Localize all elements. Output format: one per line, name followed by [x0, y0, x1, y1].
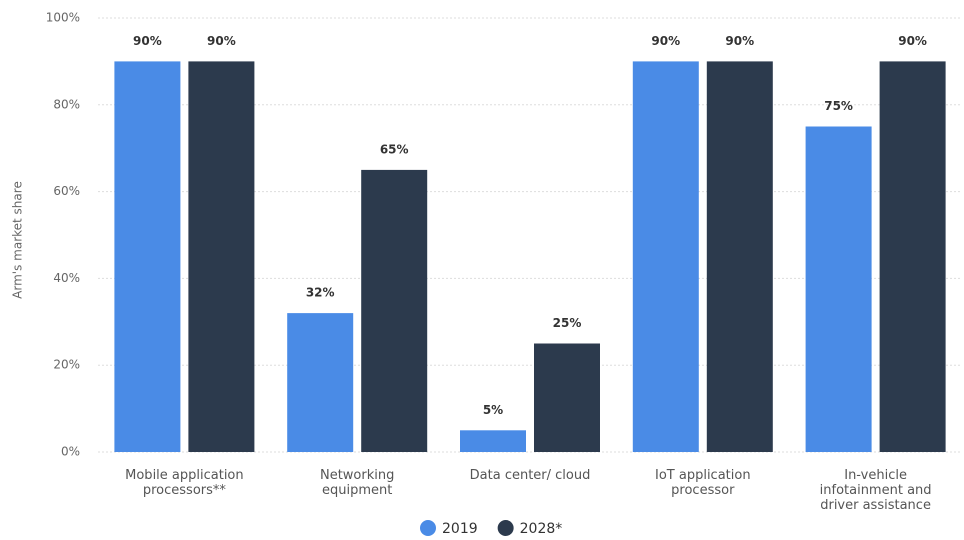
x-tick-label: In-vehicle infotainment and driver assis… [806, 468, 946, 513]
y-tick-label: 60% [53, 184, 80, 198]
bar [287, 313, 353, 452]
value-label: 75% [824, 99, 853, 113]
chart: Arm's market share 0% 20% 40% 60% 80% 100% 90%… [0, 0, 964, 540]
bar [114, 61, 180, 452]
y-tick-label: 20% [53, 358, 80, 372]
bar [806, 127, 872, 453]
value-label: 90% [898, 34, 927, 48]
x-tick-label: IoT application processor [633, 468, 773, 498]
value-label: 25% [553, 316, 582, 330]
value-label: 90% [725, 34, 754, 48]
y-tick-label: 40% [53, 271, 80, 285]
bar [188, 61, 254, 452]
value-label: 90% [133, 34, 162, 48]
chart-svg: Arm's market share 0% 20% 40% 60% 80% 100% 90%… [0, 0, 964, 540]
legend-label: 2019 [442, 521, 478, 537]
y-tick-label: 100% [46, 11, 80, 25]
bar [460, 430, 526, 452]
bar [534, 344, 600, 453]
y-axis-title: Arm's market share [11, 181, 25, 299]
value-label: 90% [207, 34, 236, 48]
value-label: 32% [306, 286, 335, 300]
value-label: 65% [380, 142, 409, 156]
legend-marker [420, 520, 436, 536]
legend-label: 2028* [520, 521, 563, 537]
value-label: 5% [483, 403, 503, 417]
value-label: 90% [651, 34, 680, 48]
x-tick-label: Data center/ cloud [460, 468, 600, 483]
x-tick-label: Mobile application processors** [114, 468, 254, 498]
legend-marker [498, 520, 514, 536]
y-tick-label: 0% [61, 445, 80, 459]
bar [633, 61, 699, 452]
x-tick-label: Networking equipment [287, 468, 427, 498]
bar [707, 61, 773, 452]
y-tick-label: 80% [53, 97, 80, 111]
bar [361, 170, 427, 452]
bar [880, 61, 946, 452]
